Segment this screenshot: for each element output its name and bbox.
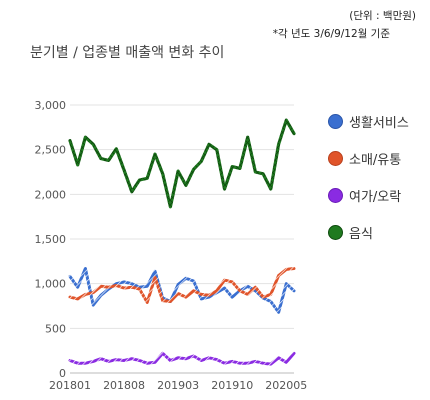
chart-title: 분기별 / 업종별 매출액 변화 추이 — [30, 45, 225, 61]
living-services-swatch-icon — [328, 114, 343, 129]
y-tick-label: 500 — [45, 322, 66, 335]
legend-label-food: 음식 — [349, 227, 373, 242]
x-tick-label: 201801 — [49, 379, 91, 392]
legend-item-food[interactable]: 음식 — [328, 214, 409, 251]
legend-item-leisure[interactable]: 여가/오락 — [328, 177, 409, 214]
x-tick-label: 201903 — [157, 379, 199, 392]
legend-label-leisure: 여가/오락 — [349, 190, 402, 205]
legend-label-living-services: 생활서비스 — [349, 116, 409, 131]
period-note: *각 년도 3/6/9/12월 기준 — [272, 28, 390, 40]
retail-swatch-icon — [328, 151, 343, 166]
legend: 생활서비스 소매/유통 여가/오락 음식 — [328, 103, 409, 251]
y-tick-label: 0 — [59, 367, 66, 380]
y-tick-label: 1,000 — [35, 278, 67, 291]
unit-note: (단위 : 백만원) — [349, 10, 416, 22]
series-line-food — [68, 118, 296, 209]
x-tick-label: 201910 — [211, 379, 253, 392]
series-line-retail — [68, 267, 296, 304]
series-line-leisure — [68, 351, 296, 366]
series-line-living-services — [68, 267, 296, 314]
food-swatch-icon — [328, 225, 343, 240]
x-tick-label: 201808 — [103, 379, 145, 392]
legend-item-living-services[interactable]: 생활서비스 — [328, 103, 409, 140]
leisure-swatch-icon — [328, 188, 343, 203]
legend-label-retail: 소매/유통 — [349, 153, 402, 168]
y-tick-label: 3,000 — [35, 99, 67, 112]
legend-item-retail[interactable]: 소매/유통 — [328, 140, 409, 177]
x-tick-label: 202005 — [265, 379, 307, 392]
y-tick-label: 1,500 — [35, 233, 67, 246]
y-tick-label: 2,000 — [35, 188, 67, 201]
y-tick-label: 2,500 — [35, 144, 67, 157]
